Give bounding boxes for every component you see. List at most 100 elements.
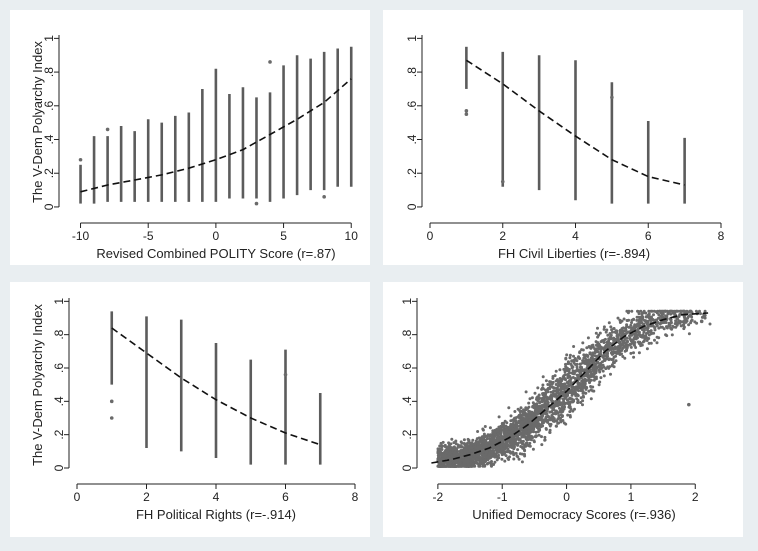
point-uds-3037 <box>597 333 601 337</box>
point-uds-2897 <box>447 441 451 445</box>
point-uds-3118 <box>482 453 486 457</box>
point-uds-2376 <box>531 436 534 440</box>
point-uds-1355 <box>578 351 582 355</box>
point-uds-2679 <box>616 348 620 352</box>
point-uds-2964 <box>540 443 544 447</box>
y-tick-label-fhpr-3: .6 <box>52 363 66 373</box>
point-uds-2740 <box>564 422 568 426</box>
point-uds-1796 <box>554 369 558 373</box>
point-uds-1787 <box>557 421 561 425</box>
point-uds-2654 <box>568 402 572 406</box>
point-uds-2830 <box>564 356 568 360</box>
point-uds-2628 <box>513 410 517 413</box>
point-uds-1373 <box>526 435 530 439</box>
point-uds-2734 <box>618 329 622 333</box>
point-uds-3080 <box>602 354 606 358</box>
point-uds-2678 <box>487 453 491 457</box>
point-cloud-uds <box>436 309 712 468</box>
point-uds-74 <box>703 309 707 313</box>
point-uds-2505 <box>487 441 491 445</box>
point-uds-2988 <box>619 342 623 346</box>
point-uds-3190 <box>473 455 477 459</box>
point-uds-3137 <box>685 310 689 314</box>
point-uds-3196 <box>585 379 589 382</box>
outlier-fhpr-1 <box>109 399 114 404</box>
point-uds-2905 <box>608 357 611 361</box>
point-uds-2824 <box>609 372 612 376</box>
point-uds-1135 <box>652 313 655 317</box>
point-uds-2756 <box>617 340 621 344</box>
point-uds-577 <box>606 333 610 337</box>
point-uds-3024 <box>625 336 629 340</box>
point-uds-2225 <box>516 407 520 411</box>
point-uds-998 <box>554 383 558 386</box>
point-uds-2914 <box>633 325 636 329</box>
point-uds-1668 <box>564 365 568 369</box>
y-tick-label-uds-5: 1 <box>400 298 414 305</box>
point-uds-2715 <box>587 360 591 364</box>
point-uds-2815 <box>615 331 618 335</box>
point-uds-3115 <box>525 432 529 436</box>
point-uds-3045 <box>614 329 618 333</box>
point-uds-2998 <box>599 350 603 354</box>
outlier-fhcl-2 <box>500 179 505 184</box>
point-uds-2677 <box>576 384 580 388</box>
point-uds-2966 <box>489 450 493 454</box>
point-uds-2847 <box>587 389 591 393</box>
point-uds-1096 <box>599 340 603 344</box>
point-uds-3142 <box>585 370 589 374</box>
point-uds-2041 <box>568 410 572 414</box>
point-uds-1282 <box>645 332 648 335</box>
point-uds-3144 <box>589 371 593 375</box>
point-uds-2161 <box>566 413 570 417</box>
point-uds-2999 <box>515 426 519 430</box>
point-uds-2084 <box>557 381 560 385</box>
point-uds-2346 <box>632 343 636 347</box>
point-uds-3128 <box>538 408 542 412</box>
point-uds-2954 <box>573 386 577 389</box>
point-uds-2684 <box>545 400 549 404</box>
point-uds-746 <box>520 460 524 464</box>
point-uds-2158 <box>587 378 591 382</box>
point-uds-3084 <box>516 421 520 425</box>
point-uds-2817 <box>667 321 671 325</box>
point-uds-3156 <box>618 331 622 335</box>
point-uds-2005 <box>596 360 600 364</box>
point-uds-2290 <box>643 337 647 341</box>
point-uds-1817 <box>653 328 657 332</box>
point-uds-1462 <box>598 380 602 384</box>
point-uds-1512 <box>500 457 504 461</box>
y-tick-label-uds-2: .4 <box>400 396 414 406</box>
point-uds-3151 <box>537 415 541 419</box>
point-uds-2040 <box>564 401 568 405</box>
point-uds-1666 <box>570 388 574 392</box>
point-uds-2854 <box>550 396 553 400</box>
point-uds-3155 <box>638 322 641 326</box>
point-uds-2639 <box>576 398 580 402</box>
point-uds-1888 <box>568 405 572 409</box>
point-uds-2958 <box>591 343 595 347</box>
y-tick-label-fhpr-0: 0 <box>52 464 66 471</box>
point-uds-2461 <box>558 377 562 380</box>
point-uds-1814 <box>664 321 668 324</box>
point-uds-2875 <box>665 314 669 318</box>
point-uds-2936 <box>625 340 629 344</box>
point-uds-3179 <box>682 315 686 318</box>
point-uds-2795 <box>489 444 493 448</box>
point-uds-1177 <box>581 403 584 407</box>
outlier-fhpr-0 <box>109 416 114 420</box>
point-uds-2955 <box>590 360 594 364</box>
point-uds-3158 <box>475 446 479 450</box>
point-uds-3183 <box>514 441 518 445</box>
fit-line-fhcl <box>465 59 685 186</box>
point-uds-2782 <box>636 333 640 337</box>
point-uds-776 <box>475 437 479 441</box>
point-uds-2866 <box>546 418 550 422</box>
outlier-polity-0 <box>78 157 83 162</box>
point-uds-3076 <box>629 329 633 332</box>
point-uds-3000 <box>475 441 479 445</box>
point-uds-3171 <box>566 373 569 377</box>
point-uds-3040 <box>703 313 707 317</box>
point-uds-3173 <box>496 436 500 440</box>
point-uds-2961 <box>479 459 483 463</box>
